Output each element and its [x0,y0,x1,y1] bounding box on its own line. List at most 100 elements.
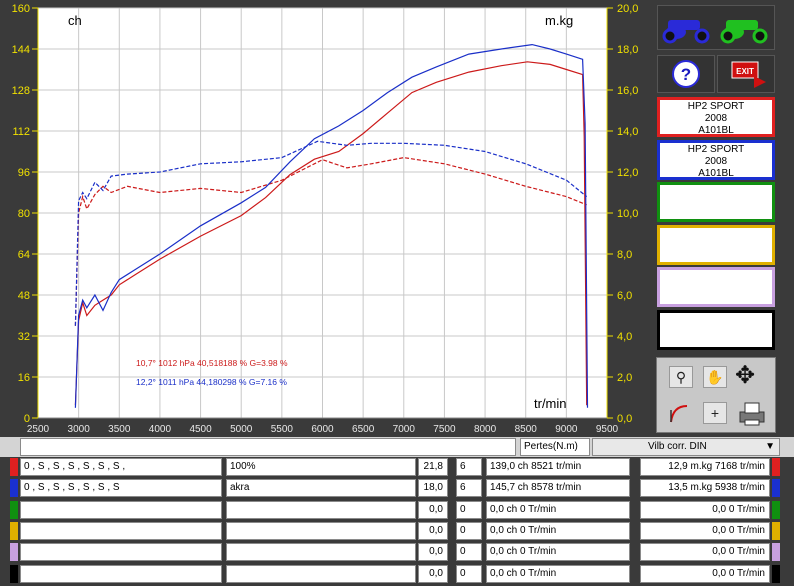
x-tick-label: 7500 [433,424,456,435]
series-line-1 [74,156,587,326]
value2-cell: 6 [456,479,482,498]
legend-slot[interactable]: HP2 SPORT 2008 A101BL [657,139,775,180]
motorcycle-compare-button[interactable] [657,5,775,50]
zoom-icon[interactable]: ⚲ [669,366,693,388]
max-torque-cell: 0,0 0 Tr/min [640,500,770,519]
max-power-cell: 145,7 ch 8578 tr/min [486,479,630,498]
legend-slot-line [660,272,772,273]
y-right-tick-label: 4,0 [617,331,632,343]
row-color-marker [772,458,780,476]
legend-slot-line [660,315,772,316]
legend-slot[interactable] [657,309,775,350]
description-cell[interactable] [226,543,416,562]
x-tick-label: 2500 [27,424,50,435]
value2-cell: 6 [456,458,482,476]
motorcycle-blue-icon [662,20,768,44]
description-cell[interactable] [226,500,416,519]
description-cell[interactable] [226,564,416,583]
value1-cell: 21,8 [418,458,448,476]
row-color-marker [10,479,18,498]
plus-icon[interactable]: + [703,402,727,424]
max-power-cell: 0,0 ch 0 Tr/min [486,543,630,562]
row-color-marker [10,564,18,583]
row-color-marker [10,521,18,540]
exit-icon: EXIT [731,61,766,88]
x-tick-label: 3000 [68,424,91,435]
printer-icon[interactable] [737,398,767,428]
max-power-cell: 0,0 ch 0 Tr/min [486,521,630,540]
blank-field[interactable] [20,438,516,456]
legend-slot-line: 2008 [704,113,728,124]
row-color-marker [772,521,780,540]
svg-text:EXIT: EXIT [736,67,754,76]
correction-select[interactable]: Vilb corr. DIN ▼ [592,438,780,456]
correction-value: Vilb corr. DIN [648,441,707,452]
legend-slot[interactable]: HP2 SPORT 2008 A101BL [657,97,775,137]
description-cell[interactable]: akra [226,479,416,498]
x-tick-label: 4500 [189,424,212,435]
legend-slot[interactable] [657,224,775,265]
x-tick-label: 3500 [108,424,131,435]
value2-cell: 0 [456,500,482,519]
y-right-tick-label: 20,0 [617,3,638,15]
y-right-tick-label: 16,0 [617,85,638,97]
description-cell[interactable] [226,521,416,540]
settings-cell[interactable] [20,564,222,583]
value1-cell: 0,0 [418,543,448,562]
y-left-tick-label: 128 [12,85,30,97]
row-color-marker [10,458,18,476]
settings-cell[interactable] [20,500,222,519]
table-row: 0,0 0 0,0 ch 0 Tr/min 0,0 0 Tr/min [0,542,794,564]
legend-slot[interactable] [657,182,775,222]
max-power-cell: 0,0 ch 0 Tr/min [486,564,630,583]
max-torque-cell: 0,0 0 Tr/min [640,564,770,583]
y-right-tick-label: 10,0 [617,208,638,220]
legend-slot-line: 2008 [704,155,728,167]
max-torque-cell: 0,0 0 Tr/min [640,521,770,540]
legend-slot-line: A101BL [698,167,734,179]
help-button[interactable]: ? [657,55,715,93]
x-tick-label: 8000 [474,424,497,435]
table-row: 0,0 0 0,0 ch 0 Tr/min 0,0 0 Tr/min [0,520,794,542]
y-left-tick-label: 48 [18,290,30,302]
settings-cell[interactable]: 0 , S , S , S , S , S , S [20,479,222,498]
settings-cell[interactable]: 0 , S , S , S , S , S , S , [20,458,222,476]
correction-annotation: 12,2° 1011 hPa 44,180298 % G=7.16 % [136,377,287,387]
y-right-tick-label: 2,0 [617,372,632,384]
legend-slot[interactable] [657,267,775,307]
legend-slot-line: HP2 SPORT [687,101,745,112]
max-power-cell: 0,0 ch 0 Tr/min [486,500,630,519]
table-row: 0,0 0 0,0 ch 0 Tr/min 0,0 0 Tr/min [0,499,794,521]
exit-button[interactable]: EXIT [717,55,775,93]
value2-cell: 0 [456,543,482,562]
tool-palette: ⚲ ✋ ✥ + [656,357,776,433]
settings-cell[interactable] [20,543,222,562]
y-right-tick-label: 14,0 [617,126,638,138]
row-color-marker [10,500,18,519]
row-color-marker [772,543,780,562]
move-arrows-icon[interactable]: ✥ [735,362,756,389]
value2-cell: 0 [456,564,482,583]
x-tick-label: 4000 [149,424,172,435]
y-left-tick-label: 16 [18,372,30,384]
value2-cell: 0 [456,521,482,540]
x-tick-label: 6500 [352,424,375,435]
pertes-label: Pertes(N.m) [520,438,590,456]
y-left-tick-label: 64 [18,249,30,261]
table-row: 0,0 0 0,0 ch 0 Tr/min 0,0 0 Tr/min [0,563,794,585]
y-left-tick-label: 96 [18,167,30,179]
y-left-tick-label: 0 [24,413,30,425]
hand-pan-icon[interactable]: ✋ [703,366,727,388]
curve-edit-icon[interactable] [667,400,691,424]
max-torque-cell: 0,0 0 Tr/min [640,543,770,562]
row-color-marker [772,500,780,519]
row-color-marker [10,543,18,562]
max-torque-cell: 12,9 m.kg 7168 tr/min [640,458,770,476]
x-tick-label: 9000 [555,424,578,435]
chevron-down-icon: ▼ [765,441,775,452]
description-cell[interactable]: 100% [226,458,416,476]
settings-cell[interactable] [20,521,222,540]
value1-cell: 18,0 [418,479,448,498]
x-tick-label: 5000 [230,424,253,435]
